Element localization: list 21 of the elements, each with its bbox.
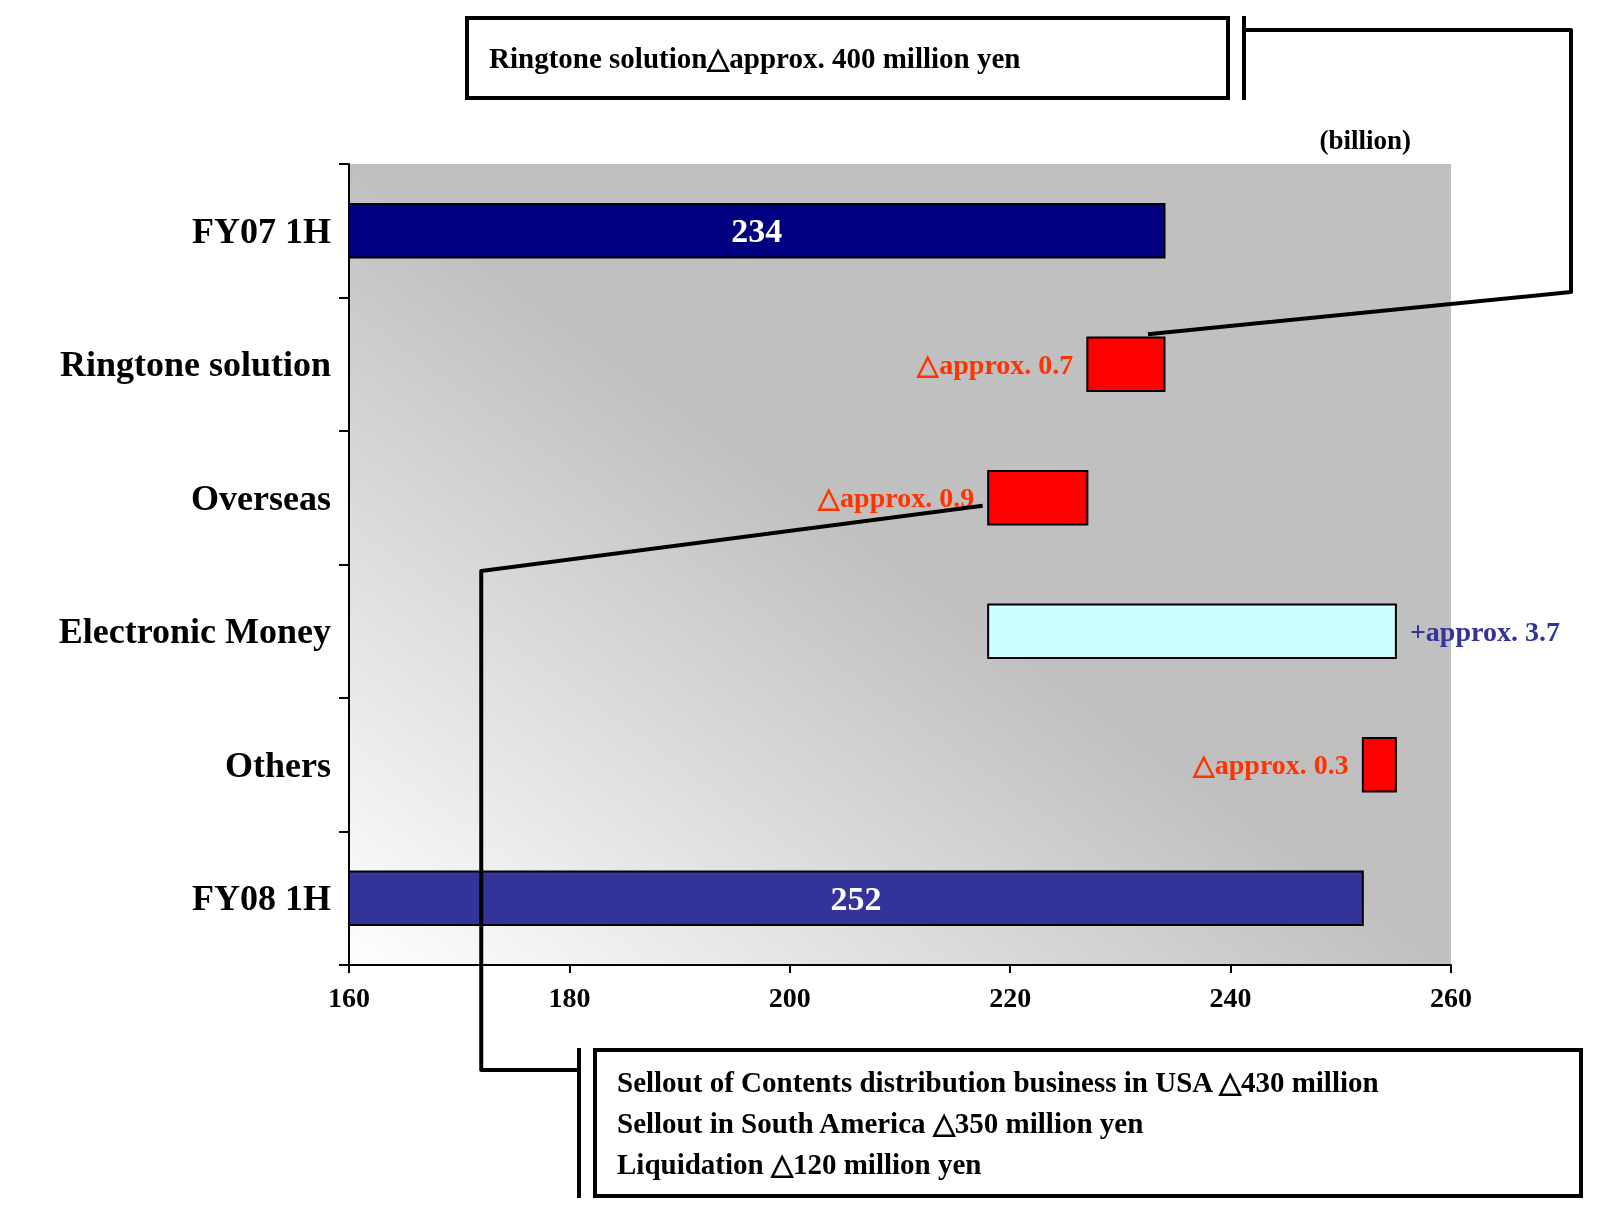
- annotation: △approx. 0.7: [916, 348, 1074, 380]
- y-tick-label: Ringtone solution: [59, 344, 331, 385]
- annotation: +approx. 3.7: [1409, 615, 1560, 647]
- x-tick-label: 260: [1430, 981, 1472, 1013]
- y-tick-label: FY07 1H: [192, 210, 331, 251]
- x-tick-label: 220: [989, 981, 1032, 1013]
- text: Ringtone solution△approx. 400 million yen: [465, 16, 1230, 100]
- text: (billion): [1319, 124, 1412, 155]
- text: Sellout of Contents distribution business in USA △430 million Sellout in South America △350 million yen Liquidation △120 million yen: [593, 1048, 1583, 1198]
- data-label: 234: [731, 212, 783, 250]
- data-label: 252: [830, 879, 882, 917]
- x-tick-label: 180: [548, 981, 591, 1013]
- y-tick-label: Others: [225, 744, 331, 785]
- annotation: △approx. 0.3: [1191, 749, 1349, 781]
- x-tick-label: 240: [1209, 981, 1252, 1013]
- x-tick-label: 160: [328, 981, 370, 1013]
- y-tick-label: Electronic Money: [58, 611, 331, 652]
- y-tick-label: Overseas: [191, 477, 331, 518]
- x-tick-label: 200: [768, 981, 811, 1013]
- y-tick-label: FY08 1H: [192, 878, 331, 919]
- annotation: △approx. 0.9: [817, 482, 975, 514]
